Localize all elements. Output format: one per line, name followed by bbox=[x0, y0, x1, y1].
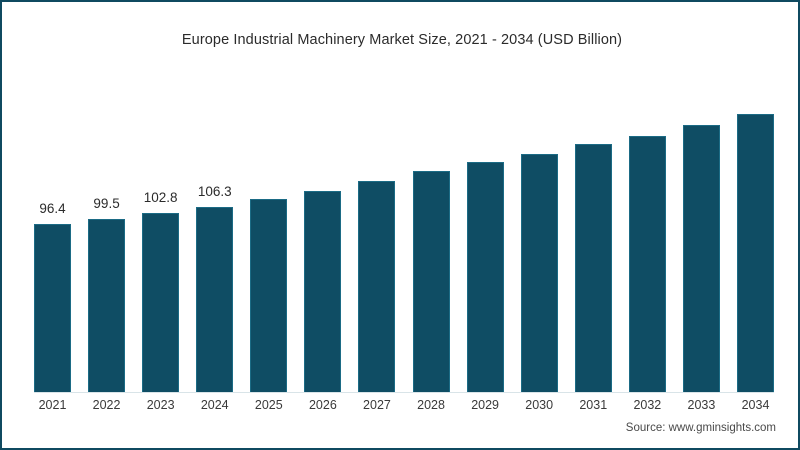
chart-title: Europe Industrial Machinery Market Size,… bbox=[181, 32, 623, 48]
bar[interactable] bbox=[250, 199, 288, 393]
bar[interactable] bbox=[520, 154, 558, 393]
bar-group bbox=[574, 87, 612, 393]
bar[interactable] bbox=[628, 135, 666, 393]
bar-group bbox=[628, 87, 666, 393]
bar[interactable] bbox=[88, 219, 126, 393]
bar-group bbox=[412, 87, 450, 393]
x-axis-tick-label: 2032 bbox=[633, 398, 662, 412]
bar-group bbox=[682, 87, 720, 393]
x-axis-tick-label: 2025 bbox=[254, 398, 283, 412]
bar-group bbox=[520, 87, 558, 393]
bar-group: 102.8 bbox=[142, 87, 180, 393]
bar[interactable] bbox=[142, 213, 180, 393]
x-axis-tick-label: 2034 bbox=[741, 398, 770, 412]
bar-value-label: 102.8 bbox=[143, 190, 178, 206]
bar[interactable] bbox=[358, 180, 396, 393]
bar-group: 106.3 bbox=[196, 87, 234, 393]
bar[interactable] bbox=[737, 114, 774, 393]
x-axis-tick-label: 2033 bbox=[687, 398, 716, 412]
x-axis-tick-label: 2031 bbox=[579, 398, 608, 412]
bar-group bbox=[250, 87, 288, 393]
plot-area: 96.4 99.5 102.8 106.3 bbox=[34, 87, 774, 393]
bar-group: 99.5 bbox=[88, 87, 126, 393]
bar-group: 96.4 bbox=[34, 87, 71, 393]
bar-value-label: 96.4 bbox=[39, 201, 66, 217]
bar[interactable] bbox=[682, 125, 720, 393]
bar-group bbox=[466, 87, 504, 393]
bar[interactable] bbox=[466, 162, 504, 393]
source-attribution: Source: www.gminsights.com bbox=[625, 422, 776, 434]
bar-group bbox=[737, 87, 774, 393]
bar[interactable] bbox=[574, 144, 612, 393]
axis-baseline bbox=[34, 392, 774, 393]
bar-group bbox=[358, 87, 396, 393]
x-axis-tick-label: 2027 bbox=[363, 398, 391, 412]
x-axis-tick-label: 2024 bbox=[200, 398, 229, 412]
x-axis-tick-label: 2030 bbox=[525, 398, 554, 412]
bar[interactable] bbox=[412, 171, 450, 393]
x-axis-tick-label: 2026 bbox=[308, 398, 337, 412]
x-axis-tick-label: 2029 bbox=[471, 398, 500, 412]
bar[interactable] bbox=[196, 207, 234, 393]
x-axis-tick-label: 2022 bbox=[92, 398, 121, 412]
bar-value-label: 106.3 bbox=[197, 184, 232, 200]
bar-group bbox=[304, 87, 342, 393]
x-axis-tick-label: 2028 bbox=[417, 398, 445, 412]
x-axis-tick-label: 2021 bbox=[38, 398, 67, 412]
bar[interactable] bbox=[34, 224, 71, 393]
x-axis-tick-label: 2023 bbox=[146, 398, 175, 412]
bar[interactable] bbox=[304, 190, 342, 393]
bar-value-label: 99.5 bbox=[93, 196, 120, 212]
